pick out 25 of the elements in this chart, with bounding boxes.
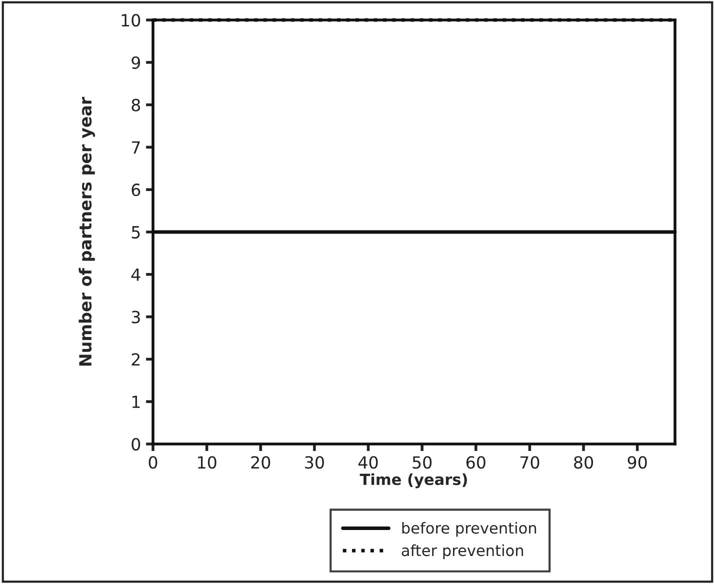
y-tick-label: 9 [132, 56, 140, 69]
y-tick-label: 0 [132, 438, 140, 451]
y-tick-label: 7 [132, 141, 140, 154]
legend-label: before prevention [402, 522, 536, 537]
x-tick-label: 50 [412, 456, 432, 469]
x-tick-label: 0 [148, 456, 158, 469]
x-tick-label: 70 [520, 456, 540, 469]
y-tick-label: 4 [131, 268, 140, 281]
y-tick-label: 6 [132, 184, 140, 196]
y-tick-label: 5 [132, 226, 140, 239]
y-tick-label: 10 [122, 14, 140, 27]
y-tick-label: 3 [132, 310, 140, 324]
y-axis-title: Number of partners per year [78, 96, 95, 366]
y-tick-label: 1 [132, 396, 140, 408]
x-tick-label: 10 [198, 456, 216, 469]
x-tick-label: 60 [466, 456, 486, 469]
x-tick-label: 30 [305, 456, 324, 469]
x-tick-label: 20 [251, 456, 270, 469]
x-tick-label: 40 [358, 456, 378, 469]
y-tick-label: 2 [132, 353, 140, 366]
x-axis-title: Time (years) [360, 473, 467, 488]
x-tick-label: 80 [574, 456, 594, 469]
y-tick-label: 8 [132, 98, 140, 112]
x-tick-label: 90 [628, 456, 647, 469]
legend-label: after prevention [402, 544, 524, 560]
